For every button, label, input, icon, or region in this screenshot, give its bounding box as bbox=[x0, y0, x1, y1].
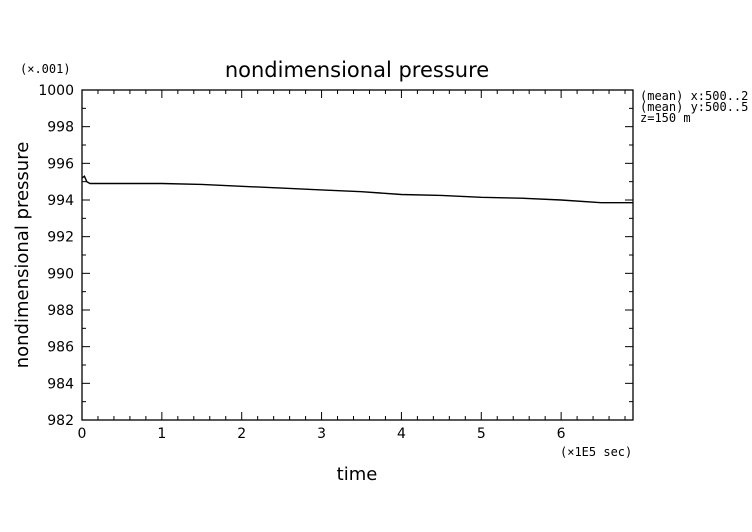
y-tick-label: 990 bbox=[47, 266, 74, 282]
y-tick-label: 982 bbox=[47, 413, 74, 429]
x-tick-label: 4 bbox=[397, 426, 406, 442]
annotations: (mean) x:500..2(mean) y:500..5z=150 m bbox=[640, 89, 748, 125]
series-group bbox=[81, 175, 633, 204]
y-scale-label: (×.001) bbox=[20, 62, 71, 76]
x-tick-label: 2 bbox=[237, 426, 246, 442]
axis-ticks bbox=[81, 89, 633, 421]
x-tick-label: 1 bbox=[157, 426, 166, 442]
annotation-line: z=150 m bbox=[640, 111, 691, 125]
chart-title: nondimensional pressure bbox=[225, 58, 489, 82]
plot-frame bbox=[81, 89, 634, 421]
y-tick-label: 992 bbox=[47, 230, 74, 246]
y-tick-label: 996 bbox=[47, 156, 74, 172]
x-tick-label: 6 bbox=[557, 426, 566, 442]
x-tick-label: 3 bbox=[317, 426, 326, 442]
y-tick-label: 994 bbox=[47, 193, 74, 209]
series-line bbox=[81, 175, 633, 204]
y-tick-label: 998 bbox=[47, 120, 74, 136]
y-tick-label: 984 bbox=[47, 376, 74, 392]
x-axis-label: time bbox=[337, 464, 378, 485]
x-tick-label: 5 bbox=[477, 426, 486, 442]
annotation-line: (mean) y:500..5 bbox=[640, 100, 748, 114]
y-tick-label: 1000 bbox=[38, 83, 74, 99]
x-unit-label: (×1E5 sec) bbox=[560, 445, 632, 459]
annotation-line: (mean) x:500..2 bbox=[640, 89, 748, 103]
x-tick-label: 0 bbox=[78, 426, 87, 442]
y-tick-label: 988 bbox=[47, 303, 74, 319]
y-axis-label: nondimensional pressure bbox=[12, 142, 33, 369]
tick-labels: 0 1 2 3 4 5 6 982 984 986 988 990 992 994 996 998 1000 bbox=[38, 83, 565, 442]
y-tick-label: 986 bbox=[47, 340, 74, 356]
